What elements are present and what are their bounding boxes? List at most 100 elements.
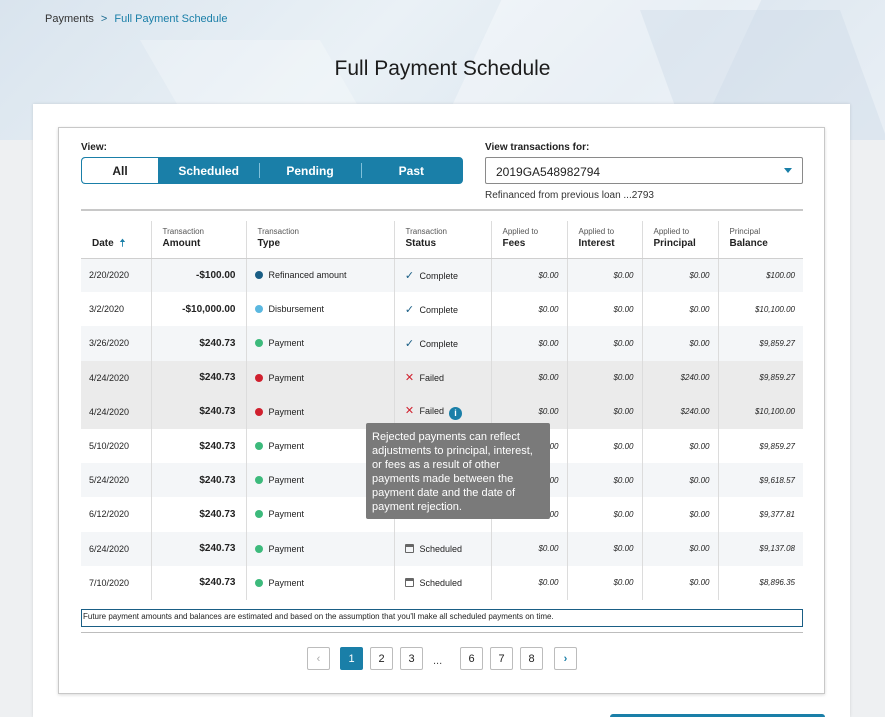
table-header-row: Date 🠡 Transaction Amount Transaction Type … xyxy=(81,221,803,259)
prev-page-button[interactable]: ‹ xyxy=(307,647,330,670)
cell-date: 3/26/2020 xyxy=(81,326,151,361)
table-row: 4/24/2020 $240.73 Payment ✕ Failed i $0.00 $0.0… xyxy=(81,394,803,429)
sort-ascending-icon[interactable]: 🠡 xyxy=(119,237,126,249)
tab-pending[interactable]: Pending xyxy=(259,158,360,183)
tab-past[interactable]: Past xyxy=(360,158,462,183)
cell-date: 6/24/2020 xyxy=(81,531,151,566)
header-date[interactable]: Date 🠡 xyxy=(81,221,151,259)
caret-down-icon xyxy=(784,168,792,173)
info-icon[interactable]: i xyxy=(449,406,463,420)
header-fees: Applied to Fees xyxy=(490,221,567,259)
table-row: 4/24/2020 $240.73 Payment ✕ Failed $0.00 $0.00… xyxy=(81,360,803,395)
check-icon: ✓ xyxy=(404,303,415,316)
cell-status: ✓ Complete xyxy=(393,326,491,361)
cell-interest: $0.00 xyxy=(566,497,642,532)
breadcrumb-payments-link[interactable]: Payments xyxy=(45,13,94,25)
cell-balance: $9,618.57 xyxy=(717,463,803,498)
cell-balance: $10,100.00 xyxy=(717,394,803,429)
loan-select-value: 2019GA548982794 xyxy=(496,165,601,179)
cell-type: Disbursement xyxy=(245,292,394,327)
tab-all[interactable]: All xyxy=(82,158,158,183)
action-button-edge[interactable] xyxy=(610,714,825,717)
cell-interest: $0.00 xyxy=(566,326,642,361)
view-filter-tabs: All Scheduled Pending Past xyxy=(81,157,463,184)
cell-amount: $240.73 xyxy=(150,463,246,498)
cell-balance: $9,859.27 xyxy=(717,360,803,395)
cell-interest: $0.00 xyxy=(566,463,642,498)
loan-select[interactable]: 2019GA548982794 xyxy=(485,157,803,184)
type-dot-icon xyxy=(254,510,263,519)
cell-status: ✓ Complete xyxy=(393,292,491,327)
page-title: Full Payment Schedule xyxy=(334,57,551,80)
cell-type: Payment xyxy=(245,326,394,361)
header-interest: Applied to Interest xyxy=(566,221,642,259)
cell-interest: $0.00 xyxy=(566,428,642,464)
cell-balance: $10,100.00 xyxy=(717,292,803,327)
table-row: 3/2/2020 -$10,000.00 Disbursement ✓ Complete… xyxy=(81,292,803,327)
cell-principal: $0.00 xyxy=(641,463,718,498)
tab-scheduled[interactable]: Scheduled xyxy=(178,163,239,178)
cell-interest: $0.00 xyxy=(566,565,642,600)
cell-type: Payment xyxy=(245,531,394,566)
cell-balance: $9,377.81 xyxy=(717,497,803,532)
cell-interest: $0.00 xyxy=(566,394,642,429)
page-3-button[interactable]: 3 xyxy=(400,647,423,670)
cell-amount: $240.73 xyxy=(150,394,246,429)
cell-amount: $240.73 xyxy=(150,531,246,566)
view-label: View: xyxy=(81,142,107,153)
type-dot-icon xyxy=(254,544,263,553)
cell-principal: $240.00 xyxy=(641,394,718,429)
page-1-button[interactable]: 1 xyxy=(340,647,363,670)
cell-date: 5/24/2020 xyxy=(81,463,151,498)
cell-amount: $240.73 xyxy=(150,497,246,532)
table-row: 5/24/2020$240.73Payment$0.00$0.00$0.00$9… xyxy=(81,463,803,498)
cell-principal: $0.00 xyxy=(641,258,718,293)
cell-date: 7/10/2020 xyxy=(89,577,130,588)
type-dot-icon xyxy=(254,442,263,451)
cell-status: Scheduled xyxy=(393,565,491,600)
divider xyxy=(81,209,803,211)
pagination-ellipsis: ... xyxy=(433,655,443,667)
header-balance: Principal Balance xyxy=(717,221,803,259)
cell-principal: $0.00 xyxy=(641,326,718,361)
cell-date: 3/2/2020 xyxy=(89,304,125,315)
page-8-button[interactable]: 8 xyxy=(520,647,543,670)
cell-amount: $240.73 xyxy=(150,565,246,600)
type-dot-icon xyxy=(254,407,263,416)
payment-schedule-table: Date 🠡 Transaction Amount Transaction Type … xyxy=(81,221,803,600)
cell-date: 4/24/2020 xyxy=(81,394,151,429)
cell-fees: $0.00 xyxy=(490,326,567,361)
table-row: 3/26/2020 $240.73 Payment ✓ Complete $0.00 $0.… xyxy=(81,326,803,361)
cell-balance: $8,896.35 xyxy=(717,565,803,600)
chevron-left-icon: ‹ xyxy=(316,652,321,665)
page-2-button[interactable]: 2 xyxy=(370,647,393,670)
header-amount: Transaction Amount xyxy=(150,221,246,259)
page-6-button[interactable]: 6 xyxy=(460,647,483,670)
cell-fees: $0.00 xyxy=(490,565,567,600)
next-page-button[interactable]: › xyxy=(554,647,577,670)
x-icon: ✕ xyxy=(404,372,415,385)
page-7-button[interactable]: 7 xyxy=(490,647,513,670)
cell-interest: $0.00 xyxy=(566,360,642,395)
type-dot-icon xyxy=(254,476,263,485)
header-principal: Applied to Principal xyxy=(641,221,718,259)
type-dot-icon xyxy=(254,373,263,382)
divider xyxy=(81,632,803,633)
breadcrumb: Payments > Full Payment Schedule xyxy=(45,13,227,25)
type-dot-icon xyxy=(254,578,263,587)
failed-payment-tooltip: Rejected payments can reflect adjustment… xyxy=(366,423,550,519)
x-icon: ✕ xyxy=(404,404,415,417)
cell-principal: $240.00 xyxy=(641,360,718,395)
breadcrumb-current[interactable]: Full Payment Schedule xyxy=(114,13,228,25)
calendar-icon xyxy=(403,577,417,589)
calendar-icon xyxy=(403,543,417,555)
cell-fees: $0.00 xyxy=(490,531,567,566)
table-row: 7/10/2020 $240.73 Payment Scheduled $0.00 $0.… xyxy=(81,565,803,600)
cell-balance: $9,859.27 xyxy=(717,326,803,361)
cell-amount: $240.73 xyxy=(150,360,246,395)
cell-type: Payment xyxy=(245,360,394,395)
cell-date: 4/24/2020 xyxy=(81,360,151,395)
breadcrumb-separator: > xyxy=(100,13,108,25)
cell-principal: $0.00 xyxy=(641,428,718,464)
cell-fees: $0.00 xyxy=(490,292,567,327)
